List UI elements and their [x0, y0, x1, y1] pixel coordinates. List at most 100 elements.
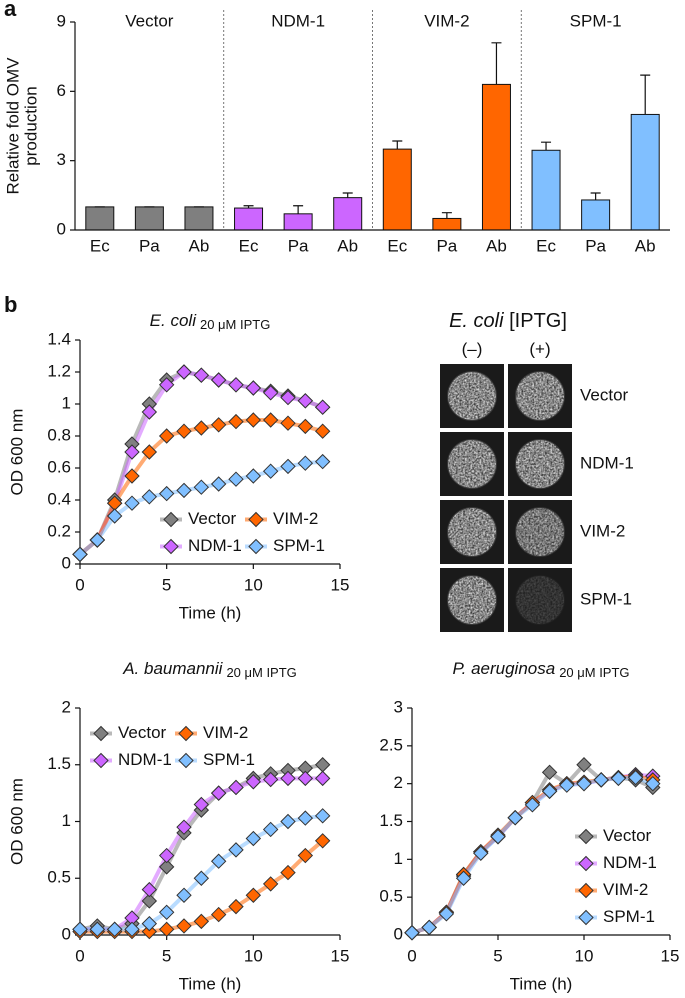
series-line — [79, 762, 324, 932]
series-marker — [228, 842, 244, 858]
legend-marker — [178, 752, 194, 769]
x-tick-label: 0 — [407, 946, 416, 965]
series-marker — [228, 779, 244, 796]
series-marker — [262, 876, 279, 892]
y-tick-label: 0 — [62, 924, 71, 943]
x-tick-label: 15 — [331, 575, 350, 594]
series-marker — [245, 468, 262, 484]
error-bar — [441, 212, 452, 219]
series-marker — [280, 864, 296, 881]
series-marker — [610, 770, 627, 787]
plate-column-label: (+) — [529, 339, 550, 358]
y-axis-label: production — [21, 86, 40, 165]
series-marker — [314, 833, 331, 849]
x-tick-label: 5 — [493, 946, 502, 965]
y-tick-label: 0.5 — [379, 887, 403, 906]
bar — [85, 206, 115, 231]
series-marker — [262, 821, 279, 838]
series-marker — [141, 915, 158, 932]
series-marker — [141, 893, 158, 909]
plate-row-label: SPM-1 — [580, 589, 632, 608]
series-marker — [124, 921, 140, 938]
plate-title-note: [IPTG] — [509, 310, 567, 332]
bar — [382, 148, 412, 231]
series-marker — [141, 881, 158, 898]
x-tick-label: 15 — [661, 946, 680, 965]
x-tick-label: 0 — [75, 946, 84, 965]
legend-marker — [248, 538, 264, 555]
error-bar — [293, 205, 304, 214]
x-tick-label: Ab — [189, 236, 210, 255]
series-marker — [438, 906, 455, 922]
chart-title-note: 20 μM IPTG — [559, 665, 629, 680]
series-marker — [176, 819, 192, 835]
series-marker — [262, 771, 279, 788]
y-tick-label: 6 — [57, 81, 66, 100]
error-bar — [392, 140, 403, 150]
y-tick-label: 0 — [394, 924, 403, 943]
y-tick-label: 3 — [57, 150, 66, 169]
series-marker — [559, 777, 575, 793]
legend-marker — [578, 882, 594, 899]
error-bar — [541, 141, 552, 151]
series-marker — [262, 463, 279, 479]
y-tick-label: 1 — [62, 393, 71, 412]
x-tick-label: Ab — [635, 236, 656, 255]
y-tick-label: 0 — [62, 553, 71, 572]
series-marker — [210, 417, 227, 433]
series-marker — [280, 770, 296, 787]
series-marker — [193, 796, 210, 813]
series-marker — [627, 769, 644, 786]
legend-marker — [178, 725, 194, 742]
y-tick-label: 0.8 — [47, 425, 71, 444]
y-tick-label: 0.5 — [47, 868, 71, 887]
y-tick-label: 1.5 — [379, 811, 403, 830]
series-marker — [576, 775, 592, 792]
series-marker — [297, 847, 314, 864]
x-tick-label: Ab — [486, 236, 507, 255]
series-marker — [124, 468, 140, 484]
legend-label: SPM-1 — [203, 750, 255, 769]
series-marker — [193, 367, 210, 383]
series-marker — [645, 775, 661, 792]
series-marker — [245, 774, 262, 790]
legend-label: VIM-2 — [203, 723, 248, 742]
chart-title-species: P. aeruginosa — [452, 659, 555, 678]
series-marker — [106, 921, 123, 938]
chart-title-note: 20 μM IPTG — [200, 317, 270, 332]
series-marker — [421, 919, 437, 936]
series-marker — [245, 887, 262, 903]
chart-title-species: A. baumannii — [122, 659, 223, 678]
colony — [448, 440, 496, 488]
x-tick-label: Ec — [536, 236, 556, 255]
error-bar — [342, 192, 353, 198]
series-marker — [89, 921, 106, 938]
series-marker — [193, 420, 210, 436]
series-marker — [176, 482, 192, 499]
colony — [516, 372, 564, 420]
series-marker — [280, 813, 296, 830]
bar — [234, 207, 264, 231]
panel-label: a — [4, 0, 17, 21]
legend-label: Vector — [188, 509, 237, 528]
x-tick-label: 15 — [331, 946, 350, 965]
y-tick-label: 9 — [57, 11, 66, 30]
legend-marker — [578, 909, 594, 926]
series-marker — [210, 906, 227, 923]
x-tick-label: Ec — [387, 236, 407, 255]
y-tick-label: 2.5 — [379, 735, 403, 754]
legend-label: SPM-1 — [273, 536, 325, 555]
series-marker — [280, 415, 296, 431]
group-label: NDM-1 — [271, 11, 325, 30]
series-marker — [228, 471, 244, 487]
series-marker — [158, 377, 175, 393]
series-marker — [176, 364, 192, 380]
y-tick-label: 1.2 — [47, 361, 71, 380]
series-marker — [228, 413, 244, 430]
x-axis-label: Time (h) — [179, 603, 242, 622]
colony — [516, 440, 564, 488]
legend-label: VIM-2 — [273, 509, 318, 528]
series-marker — [176, 423, 192, 439]
series-marker — [314, 423, 331, 439]
